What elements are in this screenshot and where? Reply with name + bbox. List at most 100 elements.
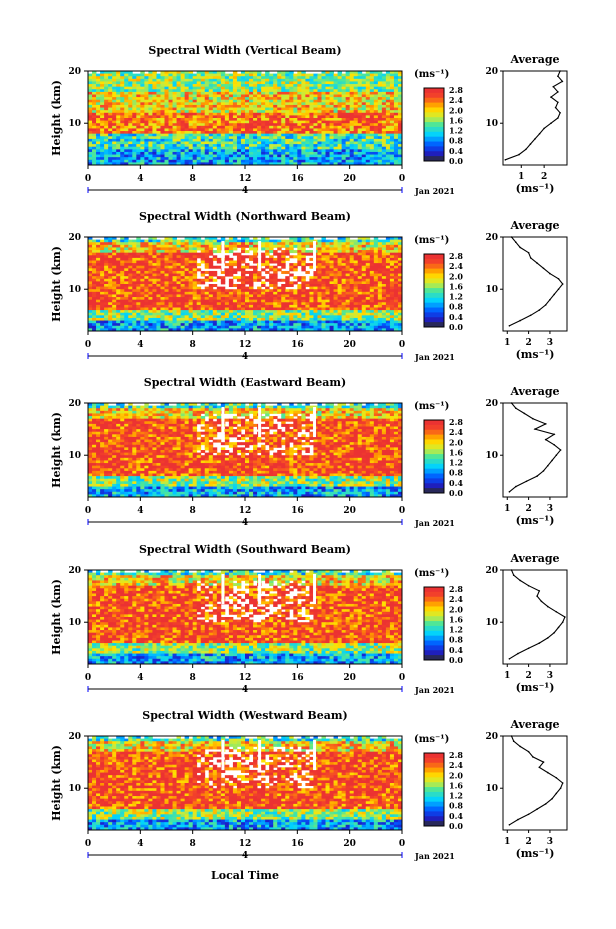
heatmap-cell [381,307,387,311]
heatmap-cell [341,162,347,166]
heatmap-cell [128,250,133,254]
heatmap-cell [124,302,129,306]
heatmap-cell [321,110,326,114]
heatmap-cell [148,257,153,261]
heatmap-cell [281,97,286,101]
heatmap-cell [245,118,250,122]
heatmap-cell [224,89,230,93]
heatmap-cell [128,268,133,272]
heatmap-cell [184,73,190,77]
heatmap-cell [232,118,238,122]
heatmap-cell [96,154,101,158]
heatmap-cell [132,91,137,95]
heatmap-cell [224,239,230,243]
heatmap-cell [317,78,322,82]
heatmap-cell [168,120,173,124]
heatmap-cell [224,118,230,122]
heatmap-cell [385,136,391,140]
heatmap-cell [88,128,93,132]
heatmap-cell [232,115,238,119]
heatmap-cell [240,284,246,288]
heatmap-cell [148,291,153,295]
heatmap-cell [172,125,177,129]
heatmap-cell [325,99,330,103]
heatmap-cell [128,133,133,137]
heatmap-cell [188,157,194,161]
heatmap-cell [297,304,302,308]
heatmap-cell [285,281,290,285]
heatmap-cell [112,125,117,129]
heatmap-cell [200,102,206,106]
heatmap-cell [192,255,198,259]
heatmap-cell [140,86,145,90]
heatmap-cell [369,102,375,106]
heatmap-cell [253,255,258,259]
heatmap-cell [100,244,105,248]
heatmap-cell [180,247,186,251]
heatmap-cell [160,151,165,155]
heatmap-cell [341,312,347,316]
heatmap-cell [317,278,322,282]
heatmap-cell [305,120,310,124]
heatmap-cell [240,260,246,264]
heatmap-cell [200,136,206,140]
heatmap-cell [200,112,206,116]
heatmap-cell [321,128,326,132]
heatmap-cell [345,260,351,264]
heatmap-cell [188,263,194,267]
heatmap-cell [297,247,302,251]
heatmap-cell [108,157,113,161]
heatmap-cell [321,149,326,153]
heatmap-cell [100,260,105,264]
heatmap-cell [132,252,137,256]
heatmap-cell [257,115,262,119]
heatmap-cell [257,304,262,308]
heatmap-cell [393,291,399,295]
heatmap-cell [112,128,117,132]
heatmap-cell [277,247,282,251]
heatmap-cell [176,302,181,306]
heatmap-cell [297,278,302,282]
heatmap-cell [305,149,310,153]
heatmap-cell [220,73,226,77]
heatmap-cell [381,244,387,248]
heatmap-cell [236,99,242,103]
heatmap-cell [120,81,125,85]
heatmap-cell [140,94,145,98]
heatmap-cell [136,146,141,150]
heatmap-cell [180,128,186,132]
heatmap-cell [317,265,322,269]
heatmap-cell [180,299,186,303]
heatmap-cell [245,102,250,106]
heatmap-cell [100,86,105,90]
heatmap-cell [148,294,153,298]
heatmap-cell [313,138,318,142]
heatmap-cell [176,276,181,280]
heatmap-cell [132,276,137,280]
heatmap-cell [164,84,169,88]
heatmap-cell [381,136,387,140]
heatmap-cell [112,255,117,259]
heatmap-cell [156,307,161,311]
heatmap-cell [120,286,125,290]
heatmap-cell [232,270,238,274]
heatmap-cell [200,107,206,111]
heatmap-cell [108,136,113,140]
heatmap-cell [204,131,210,135]
heatmap-cell [160,102,165,106]
heatmap-cell [204,244,210,248]
heatmap-cell [188,78,194,82]
heatmap-cell [148,81,153,85]
heatmap-cell [120,131,125,135]
heatmap-cell [337,265,343,269]
heatmap-cell [200,299,206,303]
heatmap-cell [265,138,270,142]
heatmap-cell [156,76,161,80]
heatmap-cell [333,125,338,129]
heatmap-cell [253,252,258,256]
heatmap-cell [285,312,290,316]
heatmap-cell [397,302,403,306]
heatmap-cell [305,84,310,88]
heatmap-cell [361,265,367,269]
heatmap-cell [112,284,117,288]
